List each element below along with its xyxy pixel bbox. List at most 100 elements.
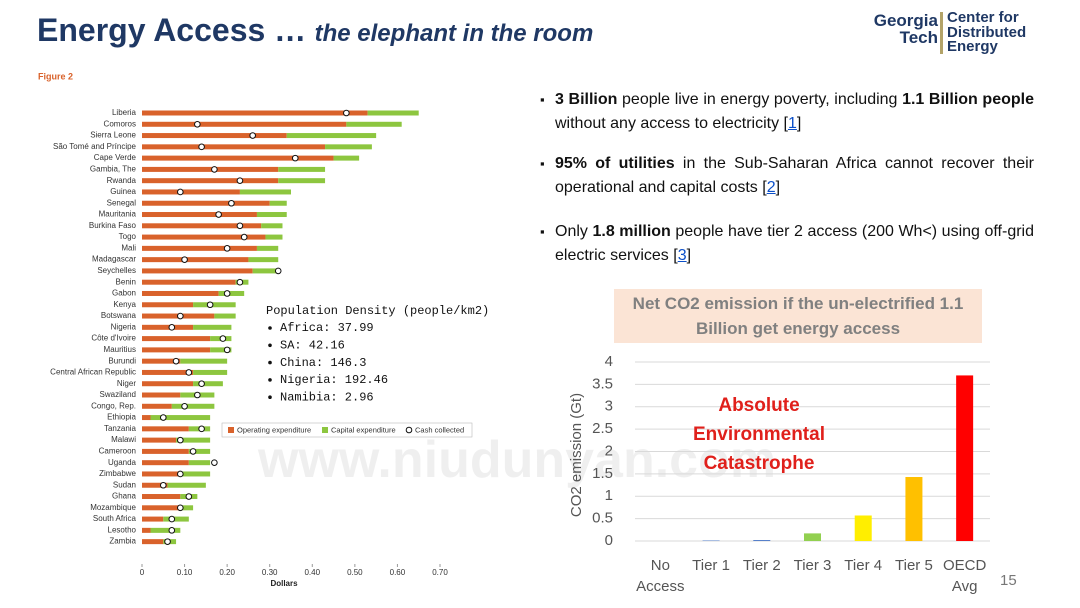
bar-segment bbox=[171, 403, 215, 409]
cash-marker bbox=[236, 177, 244, 184]
cash-marker bbox=[223, 290, 231, 297]
bullet-text: ] bbox=[686, 247, 692, 264]
cash-marker bbox=[343, 109, 350, 117]
annotation-item: SA: 42.16 bbox=[280, 338, 345, 352]
cash-marker bbox=[240, 233, 248, 241]
y-tick-label: Lesotho bbox=[108, 525, 137, 534]
annotation-bullet bbox=[268, 395, 272, 400]
reference-link[interactable]: 3 bbox=[677, 247, 687, 264]
cash-marker bbox=[236, 222, 244, 230]
bullet-text: ] bbox=[775, 179, 781, 196]
y-tick-label: Cape Verde bbox=[94, 153, 137, 162]
annotation-bullet bbox=[268, 343, 272, 348]
y-tick-label: Burkina Faso bbox=[89, 221, 137, 230]
y-tick-label: Malawi bbox=[111, 435, 136, 444]
bar-segment bbox=[142, 448, 189, 454]
bar-segment bbox=[142, 166, 279, 172]
bar-segment bbox=[218, 290, 245, 296]
y-tick-label: Cameroon bbox=[99, 447, 136, 456]
y-tick-label: Mauritania bbox=[99, 210, 137, 219]
bullet-text: 1.8 million bbox=[592, 223, 671, 240]
cash-marker bbox=[159, 481, 167, 489]
bar-segment bbox=[252, 268, 279, 274]
bar-segment bbox=[142, 245, 257, 251]
bar-segment bbox=[142, 268, 253, 274]
y-tick-label: Botswana bbox=[101, 311, 137, 320]
bar-segment bbox=[142, 516, 164, 522]
bar-segment bbox=[142, 539, 164, 545]
y-tick-label: Comoros bbox=[104, 119, 136, 128]
legend-swatch bbox=[322, 427, 328, 433]
cash-marker bbox=[185, 493, 193, 500]
bar-segment bbox=[333, 155, 360, 161]
y-tick-label: Swaziland bbox=[100, 390, 136, 399]
bar-segment bbox=[142, 234, 266, 240]
reference-link[interactable]: 1 bbox=[787, 115, 797, 132]
y-tick-label: Sierra Leone bbox=[90, 131, 136, 140]
annotation-bullet bbox=[268, 360, 272, 365]
bar-segment bbox=[142, 494, 181, 500]
bar bbox=[956, 375, 974, 541]
bar bbox=[804, 533, 821, 541]
slide-title-row: Energy Access … the elephant in the room bbox=[37, 12, 593, 49]
bar-segment bbox=[163, 516, 189, 522]
bar-segment bbox=[239, 189, 291, 195]
cash-marker bbox=[219, 335, 227, 342]
y-axis-label: CO2 emission (Gt) bbox=[568, 393, 585, 517]
bar-segment bbox=[142, 121, 347, 127]
bar-segment bbox=[142, 527, 151, 533]
x-tick-label: 0.30 bbox=[262, 568, 278, 577]
legend-label: Operating expenditure bbox=[237, 425, 311, 434]
bullet: 3 Billion people live in energy poverty,… bbox=[540, 88, 1034, 136]
bar-segment bbox=[142, 324, 194, 330]
legend-label: Capital expenditure bbox=[331, 425, 396, 434]
x-tick-label: Tier 2 bbox=[742, 557, 781, 574]
y-tick-label: Sudan bbox=[113, 480, 136, 489]
bar-segment bbox=[286, 133, 377, 139]
y-tick-label: Zambia bbox=[109, 537, 136, 546]
bullet-text: 95% of utilities bbox=[555, 155, 675, 172]
y-tick-label: Zimbabwe bbox=[99, 469, 136, 478]
y-tick-label: Niger bbox=[117, 379, 136, 388]
y-tick-label: Togo bbox=[119, 232, 137, 241]
y-tick-label: Congo, Rep. bbox=[91, 401, 136, 410]
x-tick-label: OECD Avg bbox=[942, 557, 987, 595]
y-tick-label: Madagascar bbox=[92, 255, 136, 264]
bar-segment bbox=[142, 381, 194, 387]
annotation-item: Africa: 37.99 bbox=[280, 321, 374, 335]
y-tick-label: Seychelles bbox=[97, 266, 136, 275]
cash-marker bbox=[274, 267, 282, 275]
bar bbox=[854, 515, 872, 541]
bar-segment bbox=[142, 505, 181, 511]
bar-segment bbox=[142, 415, 151, 421]
y-tick-label: 3.5 bbox=[592, 375, 613, 392]
chart-annotation: Absolute Environmental Catastrophe bbox=[693, 395, 825, 474]
cash-marker bbox=[194, 120, 201, 128]
bar-segment bbox=[142, 369, 194, 375]
x-tick-label: 0.50 bbox=[347, 568, 363, 577]
annotation-item: Nigeria: 192.46 bbox=[280, 373, 388, 387]
slide-title: Energy Access … bbox=[37, 12, 307, 48]
legend-swatch bbox=[228, 427, 234, 433]
x-tick-label: 0.60 bbox=[390, 568, 406, 577]
figure-label: Figure 2 bbox=[38, 71, 73, 81]
y-tick-label: Burundi bbox=[108, 356, 136, 365]
y-tick-label: 0.5 bbox=[592, 510, 613, 527]
bar-segment bbox=[265, 234, 283, 240]
bar-segment bbox=[278, 178, 326, 184]
cash-marker bbox=[172, 357, 180, 365]
bar-segment bbox=[142, 223, 262, 229]
bar bbox=[905, 477, 923, 541]
bullet-text: 1.1 Billion people bbox=[902, 91, 1034, 108]
bar-segment bbox=[142, 144, 326, 150]
cash-marker bbox=[211, 459, 218, 466]
annotation-bullet bbox=[268, 326, 272, 330]
reference-link[interactable]: 2 bbox=[766, 179, 776, 196]
y-tick-label: South Africa bbox=[93, 514, 137, 523]
bar-segment bbox=[193, 369, 228, 375]
y-tick-label: 2 bbox=[605, 442, 613, 459]
y-tick-label: Benin bbox=[116, 277, 136, 286]
cash-marker bbox=[177, 436, 184, 444]
